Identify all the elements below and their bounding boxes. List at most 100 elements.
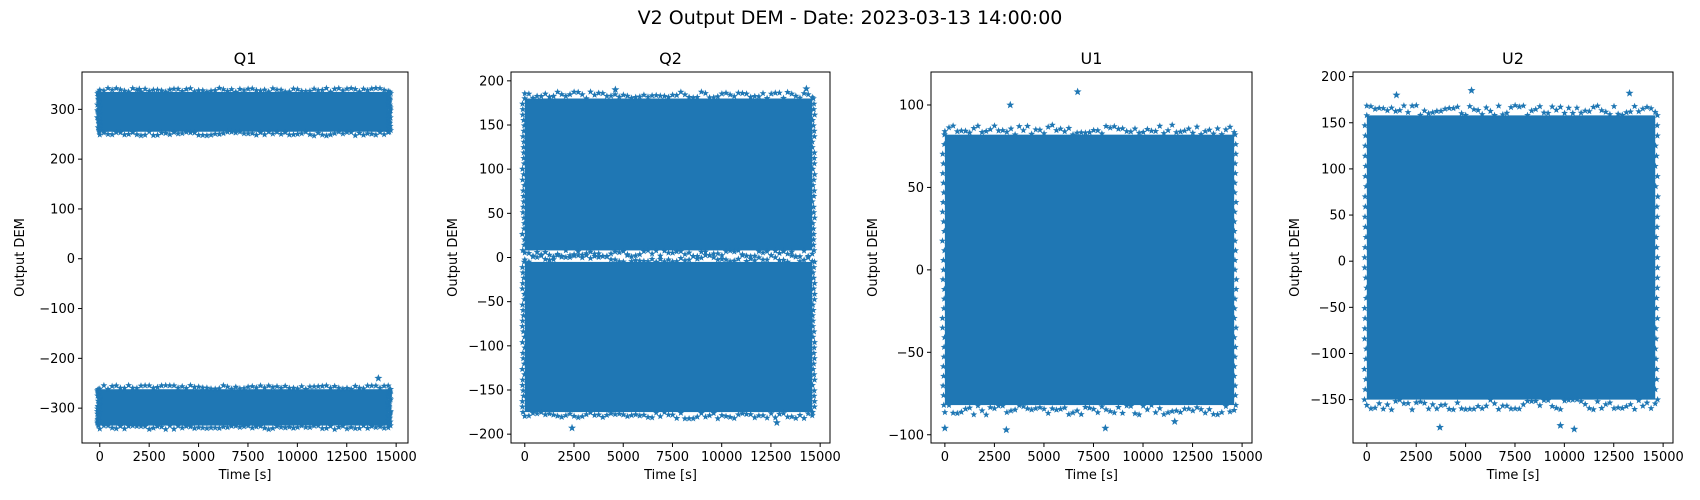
edge-marker <box>386 418 394 425</box>
edge-marker <box>1623 108 1630 116</box>
edge-marker <box>1015 401 1023 409</box>
edge-marker <box>1528 107 1535 114</box>
edge-marker <box>364 129 372 137</box>
edge-marker <box>611 90 619 98</box>
y-tick-label: 150 <box>1321 116 1346 131</box>
edge-marker <box>940 218 948 225</box>
edge-marker <box>520 116 528 124</box>
edge-marker <box>698 248 705 255</box>
edge-marker <box>1652 142 1659 149</box>
edge-marker <box>743 410 750 418</box>
edge-marker <box>1408 102 1416 109</box>
edge-marker <box>1363 102 1371 109</box>
edge-marker <box>939 169 947 177</box>
edge-marker <box>1362 345 1370 352</box>
edge-marker <box>566 251 574 259</box>
edge-marker <box>253 384 260 391</box>
edge-marker <box>591 250 598 257</box>
edge-marker <box>574 251 582 259</box>
edge-marker <box>739 89 746 97</box>
edge-marker <box>734 255 742 262</box>
edge-marker <box>273 86 281 93</box>
edge-marker <box>1189 407 1197 414</box>
edge-marker <box>1590 405 1597 413</box>
edge-marker <box>1231 208 1239 215</box>
edge-marker <box>809 306 817 314</box>
edge-marker <box>751 252 759 259</box>
edge-marker <box>578 412 586 420</box>
edge-marker <box>343 425 351 432</box>
edge-marker <box>1098 130 1106 137</box>
edge-marker <box>95 390 103 398</box>
edge-marker <box>640 257 648 265</box>
edge-marker <box>800 256 808 263</box>
edge-marker <box>808 93 816 101</box>
edge-marker <box>253 131 260 138</box>
edge-marker <box>1201 409 1209 416</box>
edge-marker <box>562 253 570 261</box>
edge-marker <box>302 423 310 431</box>
edge-marker <box>191 87 198 95</box>
panel-title: U2 <box>1502 49 1524 68</box>
edge-marker <box>104 84 112 92</box>
edge-marker <box>104 130 112 138</box>
edge-marker <box>804 90 812 98</box>
edge-marker <box>759 89 767 97</box>
edge-marker <box>809 381 816 389</box>
edge-marker <box>187 84 194 92</box>
edge-marker <box>335 84 343 92</box>
x-tick-label: 0 <box>96 450 104 465</box>
edge-marker <box>784 250 792 257</box>
edge-marker <box>811 338 818 346</box>
edge-marker <box>125 130 133 138</box>
edge-marker <box>1491 111 1498 119</box>
edge-marker <box>1487 107 1494 115</box>
edge-marker <box>360 85 367 92</box>
edge-marker <box>94 397 102 404</box>
edge-marker <box>529 252 537 259</box>
edge-marker <box>537 92 545 100</box>
edge-marker <box>603 92 611 99</box>
edge-marker <box>1168 121 1176 128</box>
edge-marker <box>607 92 615 99</box>
edge-marker <box>1102 122 1110 130</box>
edge-marker <box>1606 110 1614 118</box>
edge-marker <box>215 424 223 432</box>
edge-marker <box>261 131 268 138</box>
edge-marker <box>1181 127 1188 134</box>
edge-marker <box>1598 404 1606 412</box>
edge-marker <box>335 384 343 391</box>
data-points <box>939 87 1240 434</box>
edge-marker <box>755 93 763 100</box>
edge-marker <box>1214 411 1222 418</box>
x-tick-label: 5000 <box>182 450 215 465</box>
edge-marker <box>1639 105 1647 112</box>
edge-marker <box>154 422 161 430</box>
edge-marker <box>1653 284 1661 291</box>
edge-marker <box>232 88 240 95</box>
edge-marker <box>763 256 771 263</box>
edge-marker <box>318 86 326 93</box>
outlier-point <box>1006 100 1015 109</box>
edge-marker <box>323 424 330 432</box>
edge-marker <box>986 403 994 411</box>
edge-marker <box>940 140 948 148</box>
edge-marker <box>95 422 102 429</box>
edge-marker <box>698 254 705 261</box>
edge-marker <box>784 413 792 420</box>
edge-marker <box>520 170 528 178</box>
edge-marker <box>648 255 656 262</box>
edge-marker <box>228 128 236 135</box>
edge-marker <box>261 86 268 93</box>
edge-marker <box>546 256 553 264</box>
edge-marker <box>96 131 104 138</box>
edge-marker <box>261 384 268 391</box>
edge-marker <box>335 423 343 431</box>
y-tick-label: 50 <box>907 181 924 196</box>
edge-marker <box>1232 275 1240 283</box>
edge-marker <box>1231 304 1238 312</box>
edge-marker <box>232 383 240 390</box>
edge-marker <box>1094 408 1102 416</box>
edge-marker <box>792 92 800 99</box>
